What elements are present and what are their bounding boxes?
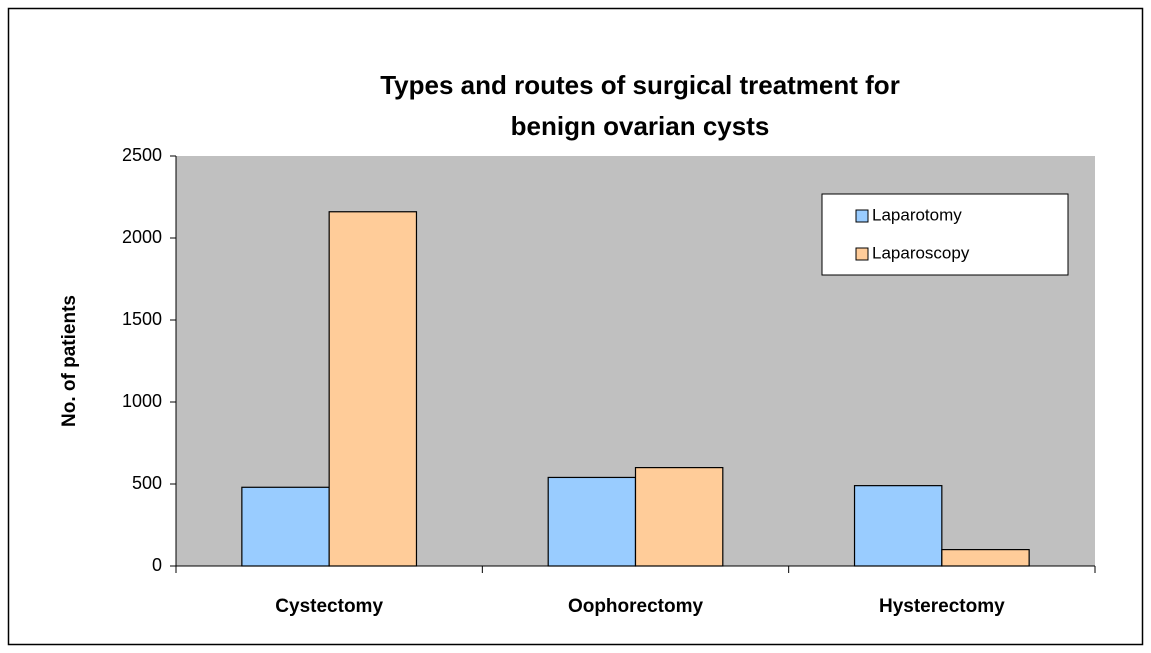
- bar: [634, 467, 724, 567]
- legend: Laparotomy Laparoscopy: [821, 193, 1069, 276]
- y-axis-label: No. of patients: [59, 295, 80, 427]
- y-tick-label: 1000: [122, 391, 162, 411]
- x-tick-label: Cystectomy: [275, 596, 383, 617]
- legend-swatch: [855, 209, 869, 223]
- legend-box: [821, 193, 1069, 276]
- bar: [547, 476, 637, 567]
- legend-swatch: [855, 247, 869, 261]
- y-tick-label: 2500: [122, 145, 162, 165]
- chart-title: Types and routes of surgical treatment f…: [380, 70, 900, 100]
- x-tick-label: Oophorectomy: [568, 596, 704, 617]
- y-tick-label: 0: [152, 555, 162, 575]
- bar: [241, 486, 330, 567]
- bar: [853, 485, 943, 567]
- legend-label: Laparotomy: [872, 205, 962, 224]
- y-tick-label: 2000: [122, 227, 162, 247]
- chart-title: benign ovarian cysts: [511, 111, 770, 141]
- x-tick-label: Hysterectomy: [879, 596, 1005, 617]
- legend-label: Laparoscopy: [872, 243, 970, 262]
- y-tick-label: 1500: [122, 309, 162, 329]
- bar: [941, 548, 1030, 567]
- bar: [328, 211, 418, 567]
- y-tick-label: 500: [132, 473, 162, 493]
